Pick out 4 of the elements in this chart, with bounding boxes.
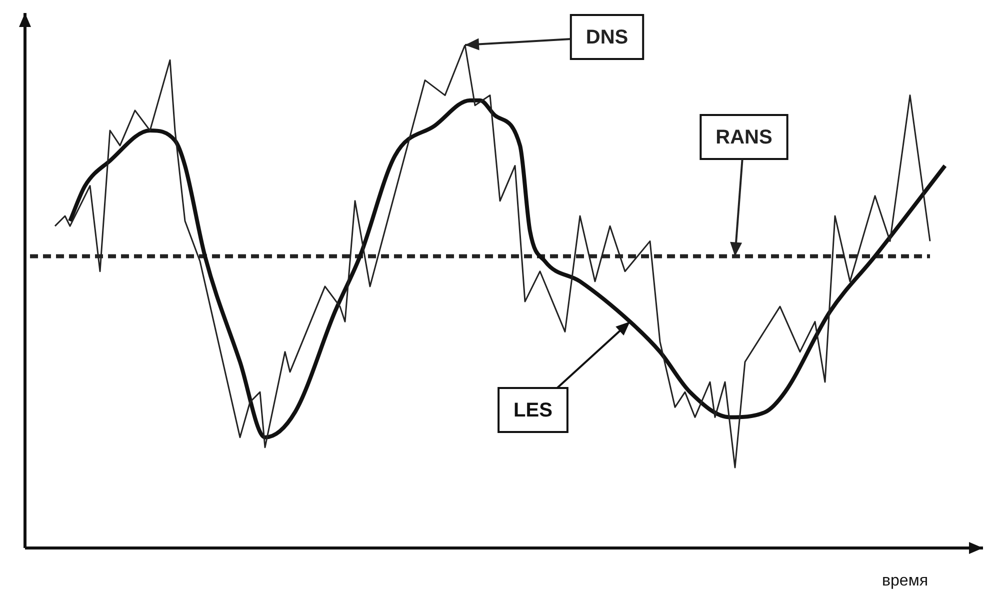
text: RANS — [716, 126, 772, 149]
x-axis-title: время — [882, 572, 928, 590]
text: DNS — [586, 26, 628, 49]
text: LES — [514, 400, 552, 422]
